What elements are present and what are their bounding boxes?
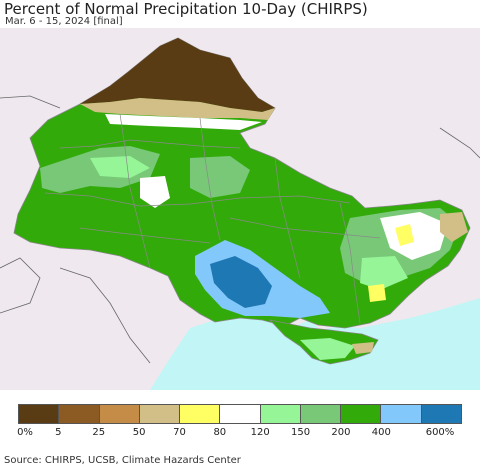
precipitation-map xyxy=(0,28,480,390)
oblast-borders xyxy=(44,113,381,324)
pale-green-west xyxy=(90,156,150,178)
transition-band xyxy=(80,98,275,120)
dry-yellow-east xyxy=(395,224,414,246)
tan-east xyxy=(440,212,468,242)
legend-swatch-10 xyxy=(421,405,461,423)
legend-labels: 0% 5 25 50 70 80 120 150 200 400 600% xyxy=(0,427,480,441)
legend-swatch-3 xyxy=(139,405,181,423)
legend-swatch-8 xyxy=(341,405,382,423)
legend-swatch-7 xyxy=(300,405,342,423)
near-normal-west xyxy=(140,176,170,208)
country-borders xyxy=(0,95,480,364)
legend-label-7: 150 xyxy=(290,427,311,438)
legend-label-2: 25 xyxy=(92,427,106,438)
crimea-pale xyxy=(300,338,355,360)
crimea-dry-tip xyxy=(352,342,374,354)
light-green-center xyxy=(190,156,250,198)
legend-label-1: 5 xyxy=(55,427,62,438)
legend-swatch-9 xyxy=(381,405,422,423)
legend-label-6: 120 xyxy=(250,427,270,438)
source-credit: Source: CHIRPS, UCSB, Climate Hazards Ce… xyxy=(4,455,241,466)
legend-swatch-1 xyxy=(59,405,100,423)
blue-south xyxy=(210,256,272,308)
legend-label-3: 50 xyxy=(132,427,146,438)
legend-swatch-0 xyxy=(19,405,60,423)
legend-label-4: 70 xyxy=(173,427,186,438)
map-title: Percent of Normal Precipitation 10-Day (… xyxy=(4,0,368,18)
legend-label-0: 0% xyxy=(17,427,33,438)
near-normal-east xyxy=(380,212,448,260)
legend-label-9: 400 xyxy=(371,427,391,438)
legend-label-10: 600% xyxy=(425,427,455,438)
legend-swatch-6 xyxy=(260,405,301,423)
legend-swatch-2 xyxy=(99,405,140,423)
legend-swatch-5 xyxy=(220,405,261,423)
legend-color-bar xyxy=(18,404,462,424)
map-subtitle: Mar. 6 - 15, 2024 [final] xyxy=(5,16,123,27)
legend-swatch-4 xyxy=(180,405,221,423)
legend-label-5: 80 xyxy=(213,427,227,438)
legend-label-8: 200 xyxy=(331,427,351,438)
dry-north-zone xyxy=(80,38,275,112)
white-band-north xyxy=(105,114,262,130)
dry-yellow-southeast xyxy=(368,284,386,302)
pale-green-east xyxy=(360,256,408,290)
